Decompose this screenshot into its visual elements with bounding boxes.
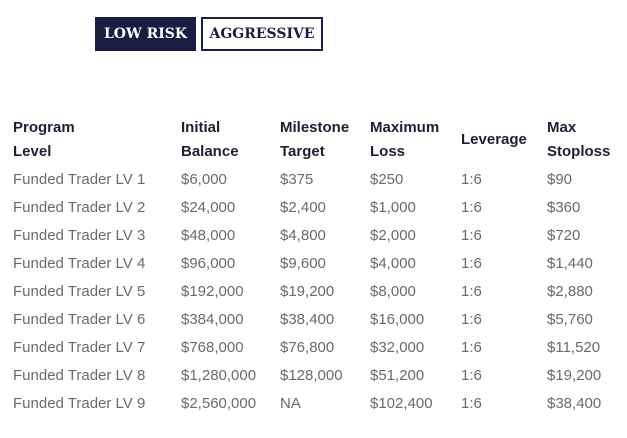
cell-maximum-loss: $4,000 bbox=[370, 255, 416, 272]
cell-maximum-loss: $32,000 bbox=[370, 339, 425, 356]
cell-maximum-loss: $2,000 bbox=[370, 227, 416, 244]
cell-milestone-target: $9,600 bbox=[280, 255, 326, 272]
cell-max-stoploss: $360 bbox=[547, 199, 581, 216]
header-line: Milestone bbox=[280, 119, 350, 136]
cell-milestone-target: $4,800 bbox=[280, 227, 326, 244]
cell-milestone-target: $38,400 bbox=[280, 311, 335, 328]
table-row: Funded Trader LV 9 $2,560,000 NA $102,400 1:… bbox=[13, 390, 627, 418]
header-line: Stoploss bbox=[547, 143, 611, 160]
header-line: Level bbox=[13, 143, 52, 160]
risk-tabs: LOW RISK AGGRESSIVE bbox=[95, 17, 323, 51]
cell-milestone-target: $2,400 bbox=[280, 199, 326, 216]
header-line: Max bbox=[547, 119, 577, 136]
cell-leverage: 1:6 bbox=[461, 339, 482, 356]
cell-program-level: Funded Trader LV 6 bbox=[13, 311, 146, 328]
cell-maximum-loss: $1,000 bbox=[370, 199, 416, 216]
header-milestone-target: Milestone Target bbox=[280, 114, 370, 166]
header-line: Loss bbox=[370, 143, 406, 160]
cell-max-stoploss: $11,520 bbox=[547, 339, 601, 356]
cell-maximum-loss: $51,200 bbox=[370, 367, 425, 384]
tab-low-risk[interactable]: LOW RISK bbox=[95, 17, 196, 51]
header-line: Maximum bbox=[370, 119, 440, 136]
cell-milestone-target: $19,200 bbox=[280, 283, 335, 300]
cell-milestone-target: NA bbox=[280, 395, 301, 412]
table-row: Funded Trader LV 4 $96,000 $9,600 $4,000 1:6… bbox=[13, 250, 627, 278]
cell-initial-balance: $96,000 bbox=[181, 255, 236, 272]
table-header-row: Program Level Initial Balance Milestone Targe… bbox=[13, 114, 627, 166]
cell-program-level: Funded Trader LV 8 bbox=[13, 367, 146, 384]
header-line: Program bbox=[13, 119, 75, 136]
cell-milestone-target: $128,000 bbox=[280, 367, 343, 384]
cell-program-level: Funded Trader LV 7 bbox=[13, 339, 146, 356]
cell-max-stoploss: $720 bbox=[547, 227, 581, 244]
cell-leverage: 1:6 bbox=[461, 311, 482, 328]
cell-program-level: Funded Trader LV 3 bbox=[13, 227, 146, 244]
cell-maximum-loss: $102,400 bbox=[370, 395, 433, 412]
header-max-stoploss: Max Stoploss bbox=[547, 114, 627, 166]
cell-max-stoploss: $2,880 bbox=[547, 283, 593, 300]
cell-program-level: Funded Trader LV 2 bbox=[13, 199, 146, 216]
header-line: Balance bbox=[181, 143, 239, 160]
tab-aggressive[interactable]: AGGRESSIVE bbox=[201, 17, 323, 51]
cell-milestone-target: $76,800 bbox=[280, 339, 335, 356]
header-program-level: Program Level bbox=[13, 114, 181, 166]
cell-max-stoploss: $5,760 bbox=[547, 311, 593, 328]
header-initial-balance: Initial Balance bbox=[181, 114, 280, 166]
table-row: Funded Trader LV 6 $384,000 $38,400 $16,000… bbox=[13, 306, 627, 334]
cell-leverage: 1:6 bbox=[461, 395, 482, 412]
header-line: Initial bbox=[181, 119, 221, 136]
cell-leverage: 1:6 bbox=[461, 255, 482, 272]
cell-initial-balance: $24,000 bbox=[181, 199, 236, 216]
cell-initial-balance: $1,280,000 bbox=[181, 367, 257, 384]
table-row: Funded Trader LV 2 $24,000 $2,400 $1,000 1:6… bbox=[13, 194, 627, 222]
program-levels-table: Program Level Initial Balance Milestone Targe… bbox=[13, 114, 627, 418]
cell-program-level: Funded Trader LV 5 bbox=[13, 283, 146, 300]
cell-maximum-loss: $16,000 bbox=[370, 311, 425, 328]
header-line: Target bbox=[280, 143, 325, 160]
cell-program-level: Funded Trader LV 9 bbox=[13, 395, 146, 412]
header-maximum-loss: Maximum Loss bbox=[370, 114, 461, 166]
cell-program-level: Funded Trader LV 1 bbox=[13, 171, 146, 188]
table-row: Funded Trader LV 5 $192,000 $19,200 $8,000 1… bbox=[13, 278, 627, 306]
cell-maximum-loss: $250 bbox=[370, 171, 404, 188]
cell-initial-balance: $48,000 bbox=[181, 227, 236, 244]
cell-max-stoploss: $90 bbox=[547, 171, 573, 188]
cell-leverage: 1:6 bbox=[461, 171, 482, 188]
table-row: Funded Trader LV 1 $6,000 $375 $250 1:6 $90 bbox=[13, 166, 627, 194]
cell-milestone-target: $375 bbox=[280, 171, 314, 188]
cell-program-level: Funded Trader LV 4 bbox=[13, 255, 146, 272]
cell-max-stoploss: $38,400 bbox=[547, 395, 602, 412]
cell-initial-balance: $6,000 bbox=[181, 171, 227, 188]
cell-initial-balance: $768,000 bbox=[181, 339, 244, 356]
table-row: Funded Trader LV 7 $768,000 $76,800 $32,000… bbox=[13, 334, 627, 362]
cell-maximum-loss: $8,000 bbox=[370, 283, 416, 300]
header-line: Leverage bbox=[461, 131, 527, 148]
table-row: Funded Trader LV 3 $48,000 $4,800 $2,000 1:6… bbox=[13, 222, 627, 250]
cell-max-stoploss: $1,440 bbox=[547, 255, 593, 272]
cell-initial-balance: $2,560,000 bbox=[181, 395, 257, 412]
cell-leverage: 1:6 bbox=[461, 199, 482, 216]
cell-initial-balance: $384,000 bbox=[181, 311, 244, 328]
header-leverage: Leverage bbox=[461, 114, 547, 166]
cell-max-stoploss: $19,200 bbox=[547, 367, 602, 384]
cell-leverage: 1:6 bbox=[461, 367, 482, 384]
table-row: Funded Trader LV 8 $1,280,000 $128,000 $51,… bbox=[13, 362, 627, 390]
cell-initial-balance: $192,000 bbox=[181, 283, 244, 300]
cell-leverage: 1:6 bbox=[461, 283, 482, 300]
cell-leverage: 1:6 bbox=[461, 227, 482, 244]
